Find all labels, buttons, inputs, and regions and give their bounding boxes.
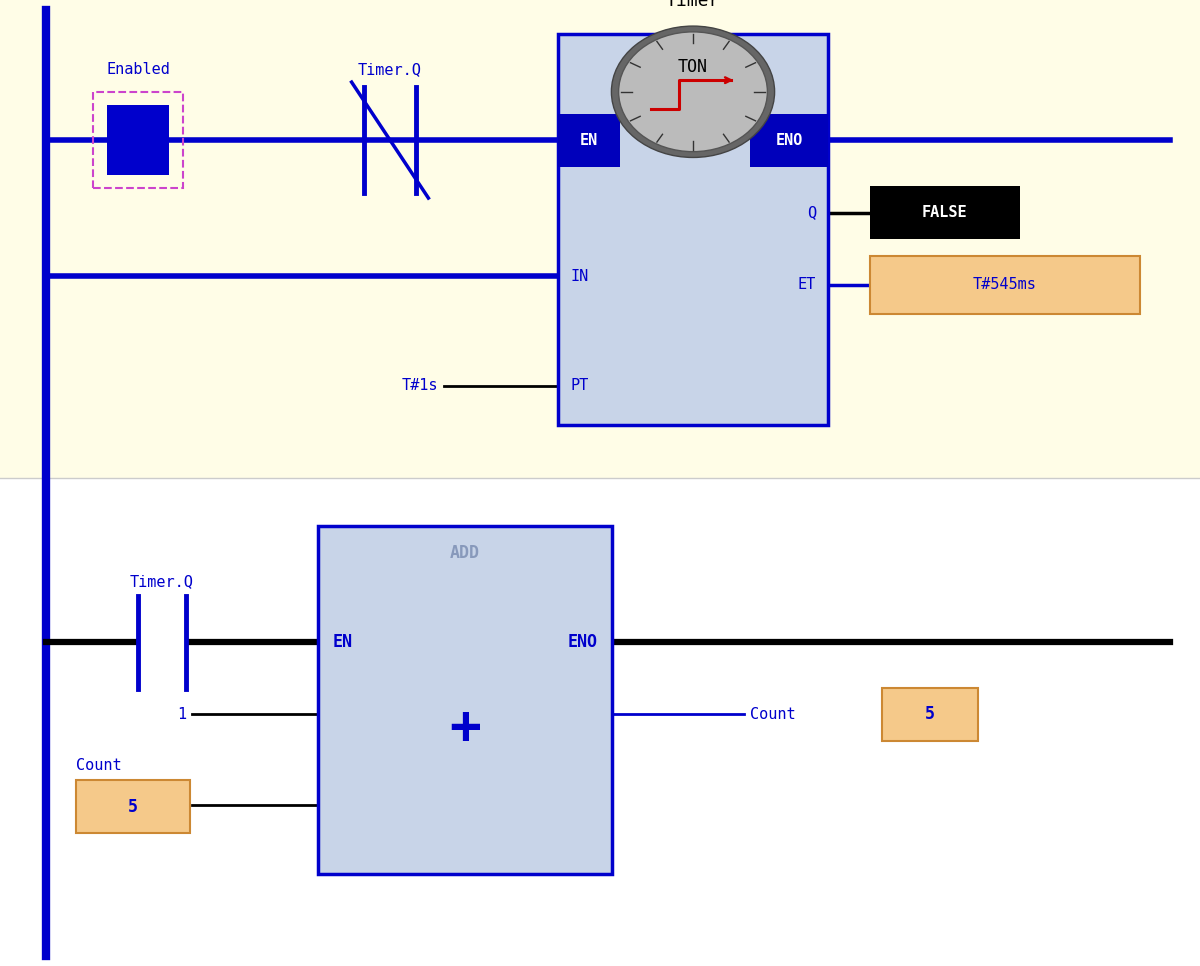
Text: TON: TON (678, 58, 708, 76)
Text: Timer.Q: Timer.Q (130, 574, 194, 589)
Text: 1: 1 (176, 707, 186, 722)
Text: ENO: ENO (775, 132, 803, 148)
Text: Q: Q (806, 205, 816, 220)
FancyBboxPatch shape (870, 186, 1020, 239)
FancyBboxPatch shape (750, 113, 828, 166)
Text: ENO: ENO (568, 634, 598, 651)
Text: Enabled: Enabled (106, 62, 170, 77)
FancyBboxPatch shape (882, 688, 978, 741)
Text: ET: ET (798, 277, 816, 293)
FancyBboxPatch shape (870, 256, 1140, 314)
Text: IN: IN (570, 269, 588, 284)
FancyBboxPatch shape (318, 526, 612, 874)
Text: 5: 5 (925, 705, 935, 724)
Circle shape (612, 26, 775, 157)
Text: 5: 5 (127, 798, 138, 815)
Text: Count: Count (750, 707, 796, 722)
Text: +: + (449, 702, 481, 754)
Text: FALSE: FALSE (922, 205, 967, 220)
FancyBboxPatch shape (107, 105, 169, 175)
FancyBboxPatch shape (558, 34, 828, 425)
FancyBboxPatch shape (76, 781, 190, 833)
Text: EN: EN (580, 132, 599, 148)
FancyBboxPatch shape (0, 478, 1200, 966)
Text: PT: PT (570, 379, 588, 393)
Circle shape (619, 32, 768, 152)
FancyBboxPatch shape (0, 0, 1200, 478)
Text: T#1s: T#1s (402, 379, 438, 393)
Text: Count: Count (76, 757, 121, 773)
FancyBboxPatch shape (558, 113, 620, 166)
Text: EN: EN (332, 634, 353, 651)
Text: ADD: ADD (450, 544, 480, 562)
Text: T#545ms: T#545ms (972, 277, 1037, 293)
Text: Timer: Timer (666, 0, 720, 10)
Text: Timer.Q: Timer.Q (358, 62, 422, 77)
